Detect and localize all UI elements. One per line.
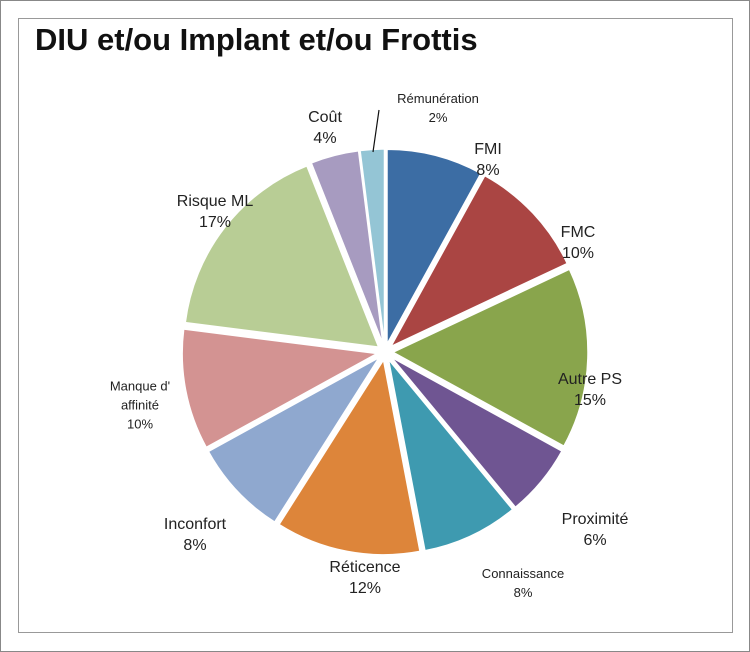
category-label: Risque ML [176, 193, 254, 210]
value-label: 4% [313, 130, 337, 147]
slice-label: Inconfort 8% [164, 514, 226, 556]
slice-label: FMI 8% [474, 139, 502, 181]
category-label: Connaissance [481, 566, 565, 581]
slice-label: Autre PS 15% [558, 369, 622, 411]
category-label: Inconfort [163, 516, 227, 533]
value-label: 10% [126, 416, 154, 432]
leader-line [372, 109, 380, 153]
pie-slice [386, 148, 482, 345]
pie-slice [277, 357, 421, 556]
category-label: Réticence [329, 559, 401, 576]
category-label: Coût [308, 109, 342, 126]
slices [181, 148, 589, 556]
pie-slice [181, 328, 380, 449]
category-label: FMC [560, 224, 596, 241]
pie-slice [389, 174, 569, 349]
value-label: 2% [428, 110, 448, 125]
slice-label: Connaissance 8% [482, 564, 564, 602]
category-label: Autre PS [557, 371, 623, 388]
value-label: 17% [198, 214, 232, 231]
category-label: Proximité [561, 511, 629, 528]
value-label: 8% [513, 585, 533, 600]
category-label: Rémunération [397, 91, 479, 106]
slice-label: Rémunération 2% [397, 89, 479, 127]
pie-slice [207, 356, 380, 524]
pie-slice [310, 149, 384, 345]
value-label: 15% [573, 392, 607, 409]
value-label: 8% [476, 162, 500, 179]
category-label: Manque d' affinité [109, 378, 171, 413]
chart-title: DIU et/ou Implant et/ou Frottis [35, 22, 478, 57]
slice-label: Manque d' affinité 10% [95, 377, 185, 434]
value-label: 12% [348, 580, 382, 597]
slice-label: Réticence 12% [329, 557, 400, 599]
value-label: 6% [583, 532, 607, 549]
slice-label: FMC 10% [561, 222, 596, 264]
slice-label: Risque ML 17% [177, 191, 253, 233]
value-label: 10% [561, 245, 595, 262]
pie-slice [390, 356, 564, 509]
pie-slice [184, 164, 380, 349]
pie-slice [359, 148, 386, 345]
value-label: 8% [183, 537, 207, 554]
pie-slice [391, 268, 589, 448]
pie-slice [387, 358, 514, 552]
category-label: FMI [474, 141, 502, 158]
slice-label: Coût 4% [308, 107, 342, 149]
slice-label: Proximité 6% [562, 509, 629, 551]
